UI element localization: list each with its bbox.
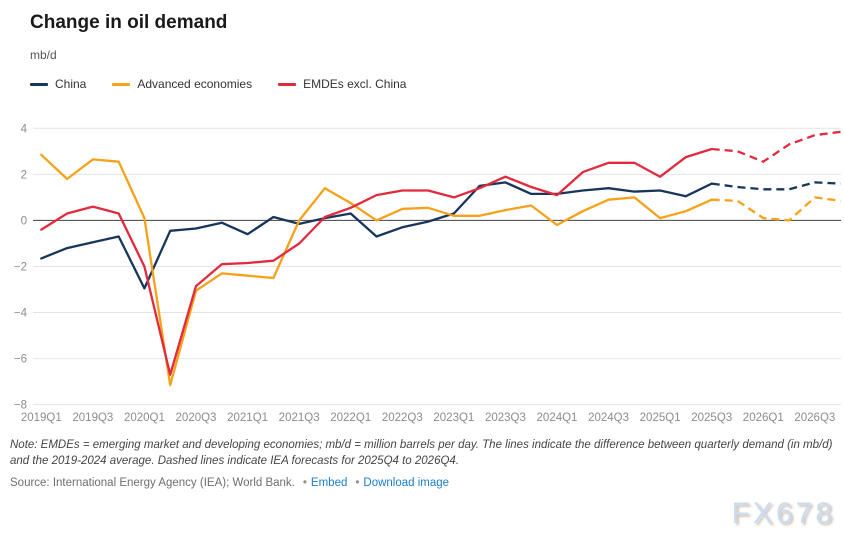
x-tick-label: 2020Q3 [176, 412, 217, 424]
y-tick-label: −4 [14, 308, 28, 320]
y-tick-label: −6 [14, 354, 27, 366]
fx678-watermark: FX678 [731, 497, 835, 530]
y-tick-label: 2 [21, 169, 27, 181]
bullet-separator: • [302, 477, 307, 489]
x-tick-label: 2026Q3 [794, 412, 835, 424]
x-tick-label: 2022Q1 [330, 412, 371, 424]
advanced-economies-forecast-line [711, 196, 841, 222]
x-tick-label: 2019Q3 [72, 412, 113, 424]
china-forecast-line [711, 181, 841, 191]
x-tick-label: 2021Q3 [279, 412, 320, 424]
chart-legend: China Advanced economies EMDEs excl. China [30, 77, 406, 91]
legend-swatch-icon [30, 82, 48, 86]
download-image-link[interactable]: Download image [363, 477, 450, 489]
page-title: Change in oil demand [30, 12, 228, 33]
emdes-excl-china-forecast-line [711, 130, 841, 163]
x-tick-label: 2024Q3 [588, 412, 629, 424]
y-tick-label: 4 [21, 123, 28, 135]
advanced-economies-line [40, 153, 713, 387]
china-line [40, 181, 713, 290]
legend-swatch-icon [112, 82, 131, 86]
source-text: Source: International Energy Agency (IEA… [10, 477, 295, 489]
legend-item-advanced-economies[interactable]: Advanced economies [112, 77, 252, 91]
x-tick-label: 2024Q1 [537, 412, 578, 424]
x-tick-label: 2025Q3 [691, 412, 732, 424]
y-tick-label: 0 [21, 215, 27, 227]
embed-link[interactable]: Embed [310, 477, 348, 489]
bullet-separator: • [355, 477, 360, 489]
y-tick-label: −8 [14, 400, 27, 412]
y-tick-label: −2 [14, 261, 27, 273]
legend-label: Advanced economies [137, 77, 253, 91]
legend-label: EMDEs excl. China [303, 77, 407, 91]
chart-note: Note: EMDEs = emerging market and develo… [10, 439, 833, 468]
source-line: Source: International Energy Agency (IEA… [10, 477, 449, 489]
x-tick-label: 2020Q1 [124, 412, 165, 424]
x-tick-label: 2019Q1 [21, 412, 62, 424]
axis-unit-label: mb/d [30, 48, 57, 62]
legend-label: China [55, 77, 87, 91]
x-tick-label: 2023Q3 [485, 412, 526, 424]
x-tick-label: 2023Q1 [433, 412, 474, 424]
legend-item-emdes-excl-china[interactable]: EMDEs excl. China [278, 77, 406, 91]
legend-swatch-icon [278, 82, 297, 86]
x-tick-label: 2021Q1 [227, 412, 268, 424]
x-tick-label: 2022Q3 [382, 412, 423, 424]
x-tick-label: 2026Q1 [743, 412, 784, 424]
x-tick-label: 2025Q1 [640, 412, 681, 424]
emdes-excl-china-line [40, 147, 713, 376]
legend-item-china[interactable]: China [30, 77, 86, 91]
